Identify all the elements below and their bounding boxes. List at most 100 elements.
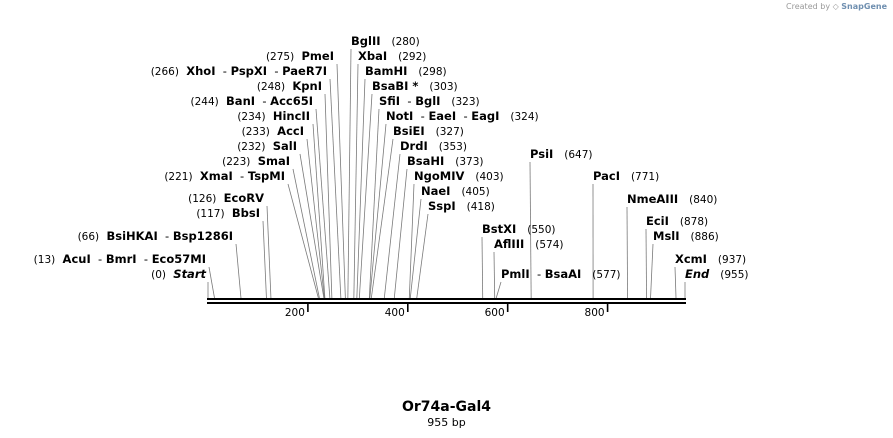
enzyme-name: PacI [593,169,620,183]
site-position: (373) [455,156,483,168]
enzyme-name: Acc65I [270,94,313,108]
enzyme-label-bamhi: BamHI (298) [365,64,447,78]
leader-line-bbsi [262,220,267,299]
enzyme-name: BsaHI [407,154,444,168]
ruler-ticks: 200 400 600 800 [285,304,609,319]
site-position: (577) [592,269,620,281]
leader-line-naei [409,198,422,299]
enzyme-label-sfii: SfiI - BglI (323) [379,94,480,108]
site-position: (13) [34,254,56,266]
leader-line-acci [306,138,325,299]
enzyme-name: TspMI [248,169,285,183]
enzyme-labels: (0) Start(13) AcuI - BmrI - Eco57MI (66) … [34,34,749,281]
site-position: (840) [689,194,717,206]
enzyme-name: XhoI [186,64,215,78]
enzyme-name: BbsI [232,206,260,220]
site-position: (353) [439,141,467,153]
enzyme-label-acci: (233) AccI [242,124,304,138]
leader-line-bsiei [370,138,394,299]
enzyme-name: SalI [273,139,297,153]
site-position: (298) [418,66,446,78]
enzyme-label-xhoi: (266) XhoI - PspXI - PaeR7I [151,64,327,78]
enzyme-label-bsabi: BsaBI * (303) [372,79,458,93]
enzyme-name: PsiI [530,147,553,161]
enzyme-label-afliii: AflIII (574) [494,237,563,251]
site-position: (323) [451,96,479,108]
enzyme-name: BstXI [482,222,516,236]
leader-line-ecorv [266,205,272,299]
tick-label-400: 400 [385,307,405,319]
site-position: (771) [631,171,659,183]
enzyme-label-acui: (13) AcuI - BmrI - Eco57MI [34,252,206,266]
enzyme-name: BglI [415,94,440,108]
site-position: (886) [690,231,718,243]
leader-line-bani [315,108,331,299]
enzyme-label-bbsi: (117) BbsI [196,206,260,220]
enzyme-label-smai: (223) SmaI [222,154,290,168]
enzyme-name: BsiHKAI [106,229,157,243]
enzyme-name: BmrI [106,252,137,266]
site-position: (574) [535,239,563,251]
site-position: (266) [151,66,179,78]
enzyme-name: XbaI [358,49,387,63]
enzyme-name: Bsp1286I [173,229,233,243]
site-position: (248) [257,81,285,93]
leader-line-afliii [493,251,496,299]
leader-line-bsahi [393,168,408,299]
tick-label-200: 200 [285,307,305,319]
map-title-block: Or74a-Gal4 955 bp [0,399,893,429]
leader-line-drdi [383,153,401,299]
enzyme-label-xmai: (221) XmaI - TspMI [164,169,285,183]
leader-line-kpni [324,93,333,299]
site-position: (233) [242,126,270,138]
site-position: (324) [510,111,538,123]
enzyme-label-ecii: EciI (878) [646,214,708,228]
enzyme-label-xbai: XbaI (292) [358,49,426,63]
site-position: (418) [467,201,495,213]
tick-label-600: 600 [485,307,505,319]
leader-line-ngomiv [408,183,415,299]
leader-line-bstxi [481,236,484,299]
site-position: (955) [720,269,748,281]
enzyme-name: AcuI [63,252,91,266]
credit-prefix: Created by [786,2,831,11]
site-position: (647) [564,149,592,161]
enzyme-name: NmeAIII [627,192,678,206]
enzyme-name: NaeI [421,184,450,198]
leader-line-bglii [347,48,352,299]
leader-line-bsihkai [235,243,242,299]
site-position: (221) [164,171,192,183]
enzyme-name: AccI [277,124,304,138]
leader-line-noti [369,123,387,299]
enzyme-name: BsiEI [393,124,425,138]
enzyme-name: SfiI [379,94,400,108]
enzyme-name: BsaBI * [372,79,418,93]
enzyme-name: BglII [351,34,381,48]
site-position: (292) [398,51,426,63]
enzyme-label-paci: PacI (771) [593,169,659,183]
enzyme-name: PspXI [231,64,267,78]
leader-line-psii [529,161,532,299]
enzyme-name: EagI [471,109,499,123]
enzyme-label-bstxi: BstXI (550) [482,222,555,236]
site-position: (0) [151,269,166,281]
leader-line-nmeaiii [626,206,628,299]
enzyme-label-ngomiv: NgoMIV (403) [414,169,504,183]
leader-line-bsabi [358,93,373,299]
enzyme-label-psii: PsiI (647) [530,147,593,161]
enzyme-name: HincII [273,109,310,123]
site-position: (405) [461,186,489,198]
enzyme-name: Start [173,267,206,281]
leader-line-hincii [312,123,326,299]
credit-brand: SnapGene [841,2,887,11]
enzyme-label-naei: NaeI (405) [421,184,490,198]
enzyme-name: XmaI [200,169,233,183]
leader-line-acui [208,266,215,299]
leader-line-xmai [287,183,319,299]
site-position: (232) [237,141,265,153]
site-position: (403) [475,171,503,183]
enzyme-label-hincii: (234) HincII [237,109,310,123]
leader-line-pmei [336,63,346,299]
enzyme-name: AflIII [494,237,524,251]
